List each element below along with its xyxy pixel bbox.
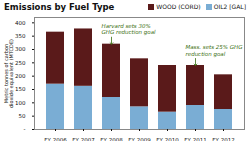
svg-text:FY 2009: FY 2009 <box>128 137 151 141</box>
svg-text:300: 300 <box>15 46 26 52</box>
svg-text:200: 200 <box>15 73 26 79</box>
svg-text:150: 150 <box>15 86 26 92</box>
svg-text:FY 2012: FY 2012 <box>212 137 234 141</box>
svg-text:FY 2011: FY 2011 <box>184 137 206 141</box>
svg-text:-: - <box>24 126 26 132</box>
svg-text:400: 400 <box>15 20 26 26</box>
html-text:WOOD (CORD): WOOD (CORD) <box>156 3 201 10</box>
svg-text:Mass. sets 25% GHGreduction go: Mass. sets 25% GHGreduction goal <box>186 44 243 57</box>
svg-text:FY 2007: FY 2007 <box>72 137 95 141</box>
svg-text:Metric tonnes of carbondioxide: Metric tonnes of carbondioxide equivalen… <box>3 39 16 108</box>
svg-text:Harvard sets 30%GHG reduction: Harvard sets 30%GHG reduction goal <box>102 23 157 36</box>
html-text:Emissions by Fuel Type: Emissions by Fuel Type <box>4 1 115 12</box>
svg-text:FY 2006: FY 2006 <box>44 137 67 141</box>
svg-text:50: 50 <box>19 113 26 119</box>
svg-text:FY 2010: FY 2010 <box>156 137 179 141</box>
svg-text:350: 350 <box>15 33 26 39</box>
svg-text:100: 100 <box>15 100 26 106</box>
html-text:OIL2 [GAL]: OIL2 [GAL] <box>213 3 246 10</box>
svg-text:FY 2008: FY 2008 <box>100 137 123 141</box>
svg-text:250: 250 <box>15 60 26 66</box>
